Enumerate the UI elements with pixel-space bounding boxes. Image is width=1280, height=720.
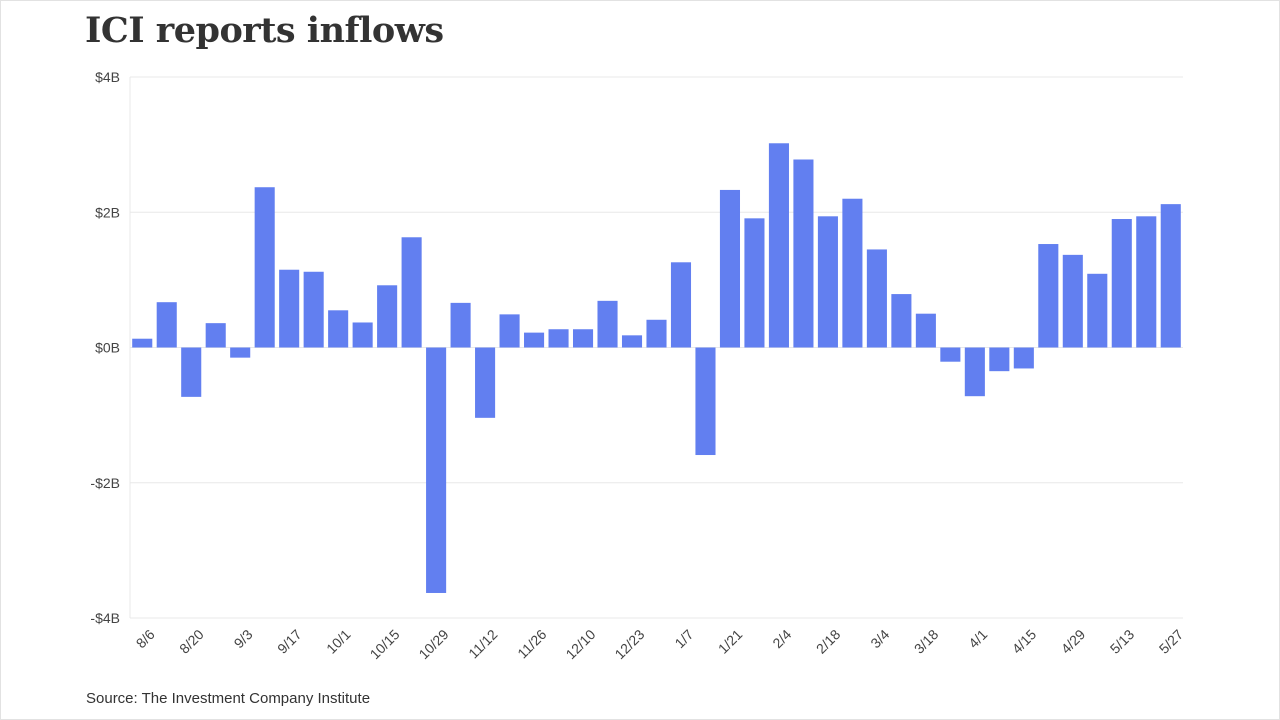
bar-2-11 xyxy=(793,159,814,348)
x-tick-label: 3/4 xyxy=(867,626,892,651)
bar-3-4 xyxy=(866,249,887,348)
x-tick-label: 1/21 xyxy=(715,626,746,657)
bar-4-8 xyxy=(989,347,1010,372)
bar-3-11 xyxy=(891,294,912,348)
y-tick-label: $4B xyxy=(95,69,120,85)
x-tick-label: 5/13 xyxy=(1107,626,1138,657)
x-tick-label: 3/18 xyxy=(911,626,942,657)
y-tick-label: $0B xyxy=(95,340,120,356)
bar-9-3 xyxy=(230,347,251,358)
x-tick-label: 10/1 xyxy=(323,626,354,657)
bar-4-1 xyxy=(964,347,985,397)
x-tick-label: 2/18 xyxy=(813,626,844,657)
x-tick-label: 5/27 xyxy=(1156,626,1187,657)
chart-title: ICI reports inflows xyxy=(85,10,444,51)
bar-5-6 xyxy=(1087,273,1108,348)
bar-10-1 xyxy=(328,310,349,348)
bar-12-30 xyxy=(646,319,667,348)
x-tick-label: 8/6 xyxy=(133,626,158,651)
y-tick-label: -$4B xyxy=(90,610,120,626)
bar-10-22 xyxy=(401,237,422,348)
x-tick-label: 11/12 xyxy=(465,626,501,662)
bar-12-17 xyxy=(597,300,618,348)
bar-4-22 xyxy=(1038,244,1059,348)
bar-3-25 xyxy=(940,347,961,362)
bar-12-3 xyxy=(548,329,569,348)
x-tick-label: 9/3 xyxy=(231,626,256,651)
bar-11-12 xyxy=(475,347,496,418)
bar-1-28 xyxy=(744,218,765,348)
bar-10-15 xyxy=(377,285,398,348)
x-tick-label: 4/15 xyxy=(1009,626,1040,657)
y-tick-label: $2B xyxy=(95,204,120,220)
x-tick-label: 10/15 xyxy=(367,626,403,662)
bar-1-14 xyxy=(695,347,716,456)
bar-9-24 xyxy=(303,271,324,348)
bar-8-6 xyxy=(132,338,153,348)
bar-11-19 xyxy=(499,314,520,348)
bar-8-20 xyxy=(181,347,202,397)
bar-5-13 xyxy=(1111,219,1132,348)
x-axis-ticks: 8/6 8/20 9/3 9/17 10/1 10/15 10/29 11/12 11/26 12… xyxy=(133,626,1187,662)
bar-8-27 xyxy=(205,323,226,348)
y-tick-label: -$2B xyxy=(90,475,120,491)
x-tick-label: 4/29 xyxy=(1058,626,1089,657)
x-tick-label: 10/29 xyxy=(415,626,451,662)
bar-12-23 xyxy=(621,335,643,348)
bar-9-10 xyxy=(254,187,275,348)
y-axis-ticks: $4B $2B $0B -$2B -$4B xyxy=(90,69,120,626)
bar-3-18 xyxy=(915,313,936,348)
bar-2-18 xyxy=(817,216,838,348)
bars xyxy=(132,143,1181,593)
x-tick-label: 12/10 xyxy=(562,626,598,662)
bar-10-29 xyxy=(426,347,447,593)
chart-source: Source: The Investment Company Institute xyxy=(86,690,371,707)
x-tick-label: 2/4 xyxy=(769,626,794,651)
bar-10-8 xyxy=(352,322,373,348)
x-tick-label: 4/1 xyxy=(965,626,990,651)
bar-5-27 xyxy=(1160,204,1181,348)
x-tick-label: 12/23 xyxy=(611,626,647,662)
bar-8-13 xyxy=(156,302,177,348)
x-tick-label: 9/17 xyxy=(274,626,305,657)
bar-2-4 xyxy=(768,143,789,348)
bar-1-7 xyxy=(670,262,692,348)
x-tick-label: 1/7 xyxy=(671,626,696,651)
bar-4-29 xyxy=(1062,254,1083,348)
bar-11-5 xyxy=(450,302,471,348)
bar-11-26 xyxy=(524,332,545,348)
x-tick-label: 8/20 xyxy=(176,626,207,657)
bar-4-15 xyxy=(1013,347,1034,369)
x-tick-label: 11/26 xyxy=(514,626,550,662)
bar-9-17 xyxy=(279,269,300,348)
bar-12-10 xyxy=(572,329,594,348)
bar-1-21 xyxy=(719,189,741,348)
bar-2-25 xyxy=(842,198,863,348)
bar-5-20 xyxy=(1136,216,1157,348)
